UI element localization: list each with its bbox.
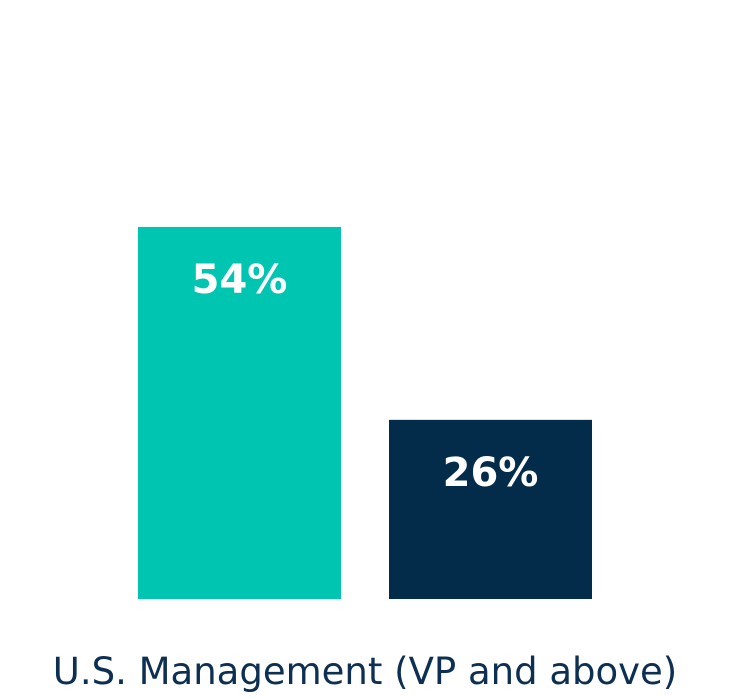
bar-labels-group: 54% 26% [192,257,539,496]
bar-1 [138,226,341,599]
bar-2 [389,419,592,599]
bar-value-label-1: 54% [192,257,288,303]
bar-value-label-2: 26% [443,450,539,496]
category-label: U.S. Management (VP and above) [53,650,677,693]
bars-group [138,226,592,599]
